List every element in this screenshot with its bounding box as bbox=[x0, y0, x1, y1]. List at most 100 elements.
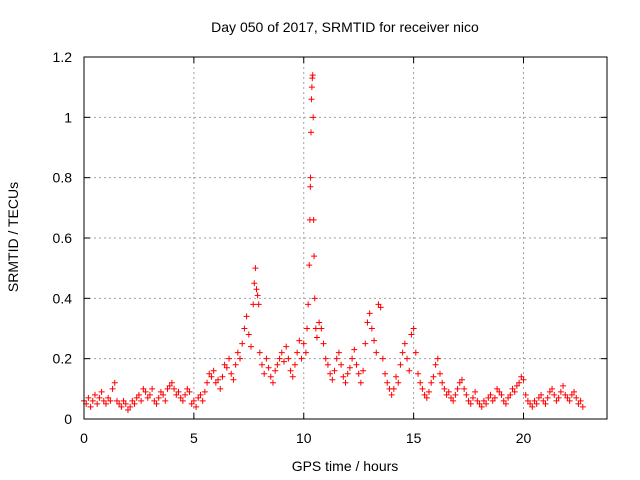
data-point bbox=[267, 373, 274, 380]
data-point bbox=[362, 340, 369, 347]
data-point bbox=[520, 376, 527, 383]
data-point bbox=[265, 364, 272, 371]
data-point bbox=[256, 349, 263, 356]
data-point bbox=[255, 301, 262, 308]
data-point bbox=[87, 403, 94, 410]
data-point bbox=[395, 379, 402, 386]
data-point bbox=[371, 337, 378, 344]
data-point bbox=[94, 400, 101, 407]
data-point bbox=[89, 397, 96, 404]
data-point bbox=[524, 397, 531, 404]
data-point bbox=[283, 343, 290, 350]
data-point bbox=[573, 394, 580, 401]
data-point bbox=[494, 385, 501, 392]
data-point bbox=[324, 361, 331, 368]
data-point bbox=[100, 397, 107, 404]
data-point bbox=[251, 280, 258, 287]
data-point bbox=[531, 397, 538, 404]
data-point bbox=[302, 349, 309, 356]
data-point bbox=[452, 391, 459, 398]
data-point bbox=[456, 379, 463, 386]
data-point bbox=[197, 391, 204, 398]
data-point bbox=[368, 325, 375, 332]
data-point bbox=[253, 286, 260, 293]
data-point bbox=[204, 379, 211, 386]
data-point bbox=[500, 397, 507, 404]
data-point bbox=[502, 400, 509, 407]
data-point bbox=[568, 391, 575, 398]
data-point bbox=[553, 397, 560, 404]
data-point bbox=[447, 394, 454, 401]
data-point bbox=[310, 216, 317, 223]
axis-ticks: 0 5 10 15 20 0 0.2 0.4 0.6 0.8 1 1.2 bbox=[53, 49, 607, 446]
data-point bbox=[335, 349, 342, 356]
data-point bbox=[474, 397, 481, 404]
data-point bbox=[454, 385, 461, 392]
data-point bbox=[168, 379, 175, 386]
data-point bbox=[465, 397, 472, 404]
data-point bbox=[311, 253, 318, 260]
data-point bbox=[272, 367, 279, 374]
data-point bbox=[85, 394, 92, 401]
data-point bbox=[131, 400, 138, 407]
data-point bbox=[250, 301, 257, 308]
data-point bbox=[535, 394, 542, 401]
data-point bbox=[109, 385, 116, 392]
x-tick-label: 15 bbox=[406, 430, 422, 446]
data-point bbox=[551, 391, 558, 398]
data-point bbox=[445, 388, 452, 395]
data-point bbox=[555, 394, 562, 401]
data-point bbox=[355, 370, 362, 377]
x-tick-label: 0 bbox=[80, 430, 88, 446]
data-point bbox=[316, 319, 323, 326]
data-point bbox=[542, 400, 549, 407]
data-point bbox=[96, 394, 103, 401]
data-point bbox=[142, 388, 149, 395]
data-point bbox=[91, 391, 98, 398]
data-point bbox=[241, 325, 248, 332]
data-points bbox=[81, 72, 586, 413]
data-point bbox=[237, 355, 244, 362]
data-point bbox=[307, 183, 314, 190]
data-point bbox=[146, 391, 153, 398]
data-point bbox=[201, 388, 208, 395]
data-point bbox=[111, 379, 118, 386]
data-point bbox=[278, 349, 285, 356]
data-point bbox=[318, 325, 325, 332]
data-point bbox=[294, 349, 301, 356]
y-tick-label: 0.2 bbox=[53, 351, 73, 367]
data-point bbox=[527, 400, 534, 407]
data-point bbox=[463, 391, 470, 398]
data-point bbox=[105, 394, 112, 401]
data-point bbox=[560, 382, 567, 389]
data-point bbox=[399, 349, 406, 356]
data-point bbox=[164, 385, 171, 392]
data-point bbox=[223, 364, 230, 371]
y-axis-title: SRMTID / TECUs bbox=[5, 182, 21, 292]
data-point bbox=[153, 400, 160, 407]
data-point bbox=[410, 325, 417, 332]
data-point bbox=[280, 358, 287, 365]
data-point bbox=[412, 349, 419, 356]
data-point bbox=[226, 355, 233, 362]
data-point bbox=[151, 397, 158, 404]
data-point bbox=[472, 388, 479, 395]
data-point bbox=[483, 400, 490, 407]
data-point bbox=[309, 72, 316, 79]
data-point bbox=[507, 391, 514, 398]
data-point bbox=[308, 129, 314, 136]
data-point bbox=[397, 361, 404, 368]
data-point bbox=[540, 397, 547, 404]
data-point bbox=[485, 394, 492, 401]
data-point bbox=[518, 373, 525, 380]
data-point bbox=[476, 400, 483, 407]
data-point bbox=[306, 262, 313, 269]
data-point bbox=[243, 313, 250, 320]
data-point bbox=[312, 325, 319, 332]
data-point bbox=[579, 403, 586, 410]
data-point bbox=[135, 391, 142, 398]
data-point bbox=[564, 394, 571, 401]
data-point bbox=[557, 388, 564, 395]
data-point bbox=[406, 367, 413, 374]
